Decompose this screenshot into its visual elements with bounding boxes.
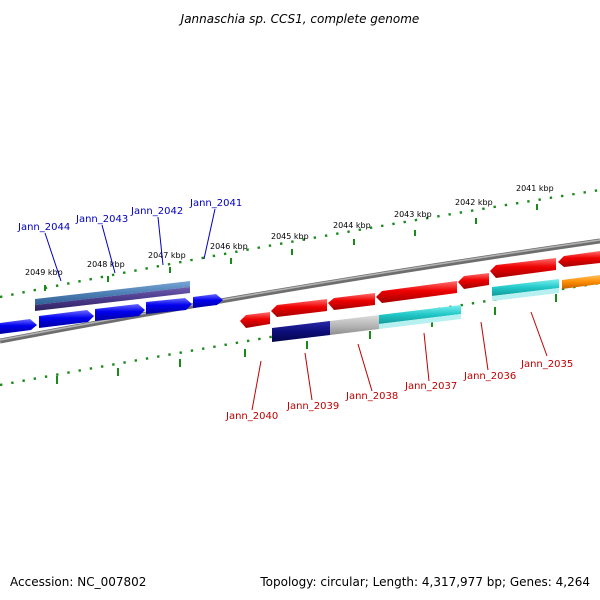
outer-major-ticks [44, 204, 538, 291]
cds-bar [492, 288, 559, 301]
cds-bar [492, 279, 559, 296]
gene-arrow-jann-2038[interactable] [328, 293, 375, 310]
forward-feature-bars [35, 281, 190, 311]
outer-track-dots [0, 188, 600, 299]
cds-bar [35, 287, 190, 311]
leader-line [357, 343, 373, 392]
genome-backbone [0, 238, 600, 344]
gene-label[interactable]: Jann_2044 [17, 222, 70, 233]
leader-line [157, 216, 164, 266]
gene-label[interactable]: Jann_2036 [463, 371, 516, 382]
inner-major-ticks [56, 294, 557, 384]
cds-bar [35, 281, 190, 305]
topology-text: Topology: circular; Length: 4,317,977 bp… [260, 575, 590, 589]
cds-bar [330, 315, 379, 335]
leader-line [530, 311, 548, 357]
gene-arrow-jann-2036[interactable] [458, 273, 489, 289]
gene-label[interactable]: Jann_2040 [225, 411, 278, 422]
reverse-feature-bars [272, 275, 600, 342]
gene-arrow-jann-2044[interactable] [0, 319, 37, 334]
kbp-labels: 2049 kbp 2048 kbp 2047 kbp 2046 kbp 2045… [25, 184, 554, 277]
leader-line [480, 321, 489, 371]
kbp-label: 2048 kbp [87, 260, 125, 269]
gene-arrow-jann-2037[interactable] [376, 281, 457, 303]
gene-arrow-jann-2041[interactable] [146, 298, 192, 314]
gene-label[interactable]: Jann_2041 [189, 198, 242, 209]
kbp-label: 2045 kbp [271, 232, 309, 241]
leader-line [101, 224, 116, 274]
gene-arrow-jann-2040[interactable] [240, 312, 270, 328]
kbp-label: 2043 kbp [394, 210, 432, 219]
genome-backbone-highlight [0, 239, 600, 341]
forward-gene-labels: Jann_2044 Jann_2043 Jann_2042 Jann_2041 [17, 198, 242, 282]
gene-arrow-jann-2039[interactable] [271, 299, 327, 317]
leader-line [44, 232, 62, 282]
gene-label[interactable]: Jann_2042 [130, 206, 183, 217]
gene-label[interactable]: Jann_2035 [520, 359, 573, 370]
reverse-gene-arrows [240, 251, 600, 328]
forward-gene-arrows [0, 294, 223, 334]
gene-label[interactable]: Jann_2037 [404, 381, 457, 392]
leader-line [203, 208, 216, 260]
kbp-label: 2041 kbp [516, 184, 554, 193]
reverse-gene-labels: Jann_2040 Jann_2039 Jann_2038 Jann_2037 … [225, 311, 573, 422]
kbp-label: 2044 kbp [333, 221, 371, 230]
accession-text: Accession: NC_007802 [10, 575, 147, 589]
leader-line [423, 332, 430, 382]
page-title: Jannaschia sp. CCS1, complete genome [179, 12, 420, 26]
leader-line [304, 352, 313, 401]
leader-line [251, 360, 262, 411]
gene-label[interactable]: Jann_2039 [286, 401, 339, 412]
gene-arrow-jann-2042[interactable] [95, 304, 145, 321]
kbp-label: 2042 kbp [455, 198, 493, 207]
gene-label[interactable]: Jann_2038 [345, 391, 398, 402]
gene-label[interactable]: Jann_2043 [75, 214, 128, 225]
gene-arrow-edge[interactable] [558, 251, 600, 267]
gene-arrow-jann-2035[interactable] [490, 258, 556, 278]
cds-bar [272, 321, 330, 342]
cds-bar [562, 275, 600, 289]
cds-bar [379, 314, 461, 329]
gene-arrow-jann-2043[interactable] [39, 310, 94, 328]
kbp-label: 2046 kbp [210, 242, 248, 251]
kbp-label: 2047 kbp [148, 251, 186, 260]
gene-arrow-small[interactable] [193, 294, 223, 308]
kbp-label: 2049 kbp [25, 268, 63, 277]
cds-bar [379, 305, 461, 324]
